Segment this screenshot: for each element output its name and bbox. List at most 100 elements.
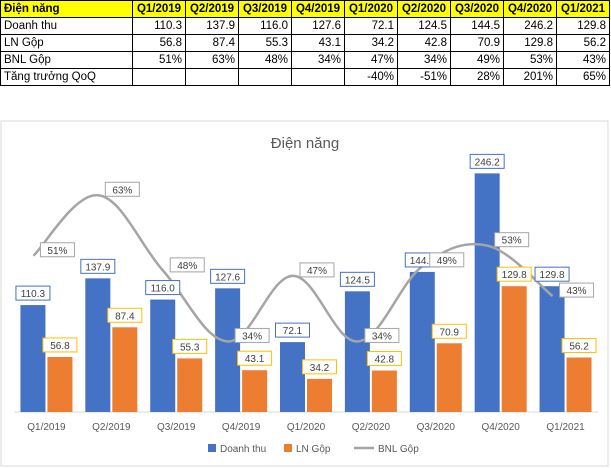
- table-row: Tăng trưởng QoQ -40% -51% 28% 201% 65%: [0, 68, 610, 86]
- x-tick-label: Q1/2019: [27, 422, 66, 433]
- data-label-text: 34%: [372, 331, 392, 342]
- data-label: 48%: [169, 257, 205, 273]
- data-label-text: 43%: [567, 286, 587, 297]
- data-label: 127.6: [210, 268, 246, 284]
- data-label-box: [496, 266, 532, 282]
- bar-doanh-thu: [20, 305, 46, 412]
- data-label-text: 110.3: [21, 289, 46, 300]
- data-label-text: 42.8: [375, 355, 395, 366]
- bar-doanh-thu: [215, 288, 241, 412]
- data-label: 34%: [234, 327, 270, 343]
- data-label-box: [431, 323, 467, 339]
- data-label-box: [15, 285, 51, 301]
- data-label: 34.2: [302, 359, 337, 375]
- table-cell: 28%: [450, 68, 504, 86]
- data-label-box: [275, 322, 310, 338]
- data-label-text: 63%: [112, 185, 132, 196]
- table-row-label: Tăng trưởng QoQ: [0, 68, 133, 86]
- table-cell: -51%: [397, 68, 451, 86]
- data-label: 51%: [39, 242, 75, 258]
- data-label: 42.8: [366, 351, 402, 367]
- data-label-text: 53%: [502, 236, 522, 247]
- bar-ln-gop: [501, 286, 527, 412]
- data-label-text: 129.8: [502, 270, 527, 281]
- data-label-text: 51%: [47, 246, 67, 257]
- data-label-box: [429, 252, 465, 268]
- data-label-box: [494, 232, 530, 248]
- data-label: 116.0: [145, 280, 181, 296]
- bar-ln-gop: [47, 356, 73, 412]
- table-cell: 47%: [344, 51, 398, 69]
- data-label-text: 34.2: [310, 363, 330, 374]
- data-label: 47%: [299, 262, 335, 278]
- data-label: 53%: [494, 232, 530, 248]
- data-label-box: [145, 280, 181, 296]
- data-label: 110.3: [15, 285, 51, 301]
- data-label-text: 47%: [307, 266, 327, 277]
- data-label-box: [559, 282, 595, 298]
- table-header-cell: Q2/2020: [397, 0, 451, 18]
- legend-swatch: [284, 444, 292, 452]
- bar-doanh-thu: [280, 342, 305, 412]
- table-header-cell: Q1/2019: [132, 0, 186, 18]
- data-label-text: 34%: [242, 331, 262, 342]
- table-header-row: Điện năng Q1/2019 Q2/2019 Q3/2019 Q4/2019 Q1/…: [0, 0, 610, 18]
- data-label-text: 124.5: [345, 275, 370, 286]
- data-label-box: [561, 338, 597, 354]
- bar-ln-gop: [566, 357, 592, 412]
- x-tick-label: Q3/2019: [157, 422, 196, 433]
- bar-ln-gop: [242, 370, 268, 412]
- table-row: BNL Gộp 51% 63% 48% 34% 47% 34% 49% 53% 43%: [0, 51, 610, 69]
- data-label-box: [534, 266, 570, 282]
- data-label-text: 49%: [437, 256, 457, 267]
- data-label-text: 56.8: [50, 341, 70, 352]
- table-cell: 137.9: [185, 17, 239, 35]
- bar-doanh-thu: [344, 291, 370, 412]
- data-label: 63%: [104, 181, 140, 197]
- data-label-text: 246.2: [475, 157, 500, 168]
- data-label: 70.9: [431, 323, 467, 339]
- legend-item: LN Gộp: [284, 444, 331, 455]
- data-label: 137.9: [80, 258, 116, 274]
- table-cell: 53%: [503, 51, 557, 69]
- data-label: 87.4: [107, 307, 143, 323]
- legend-label: BNL Gộp: [378, 444, 419, 455]
- data-label-box: [104, 181, 140, 197]
- data-label-box: [39, 242, 75, 258]
- data-label: 34%: [364, 327, 400, 343]
- data-label-box: [169, 257, 205, 273]
- data-label-text: 72.1: [283, 326, 303, 337]
- data-label: 124.5: [339, 271, 375, 287]
- bar-ln-gop: [112, 327, 138, 412]
- data-label-box: [80, 258, 116, 274]
- data-label: 43.1: [237, 350, 273, 366]
- chart-title: Điện năng: [271, 135, 339, 152]
- data-label-box: [172, 338, 208, 354]
- bar-ln-gop: [371, 370, 397, 412]
- table-cell: 144.5: [450, 17, 504, 35]
- legend-swatch: [208, 444, 216, 452]
- data-label: 129.8: [534, 266, 570, 282]
- bar-doanh-thu: [150, 299, 176, 412]
- x-tick-label: Q4/2019: [222, 422, 261, 433]
- data-label-text: 87.4: [115, 311, 135, 322]
- data-label-text: 129.8: [540, 270, 565, 281]
- legend-item: Doanh thu: [208, 444, 266, 455]
- table-header-cell: Q4/2020: [503, 0, 557, 18]
- table-cell: 48%: [238, 51, 292, 69]
- table-row: Doanh thu 110.3 137.9 116.0 127.6 72.1 124.5 14…: [0, 17, 610, 35]
- data-label-box: [107, 307, 143, 323]
- data-label-box: [299, 262, 335, 278]
- bar-doanh-thu: [409, 271, 435, 412]
- table-cell: 56.8: [132, 34, 186, 52]
- data-label-text: 116.0: [151, 284, 176, 295]
- data-label: 56.2: [561, 338, 597, 354]
- x-tick-label: Q3/2020: [417, 422, 456, 433]
- bar-doanh-thu: [85, 278, 111, 412]
- x-tick-label: Q4/2020: [481, 422, 520, 433]
- data-label: 72.1: [275, 322, 310, 338]
- data-label-text: 70.9: [440, 327, 460, 338]
- table-header-cell: Điện năng: [0, 0, 133, 18]
- data-label-box: [364, 327, 400, 343]
